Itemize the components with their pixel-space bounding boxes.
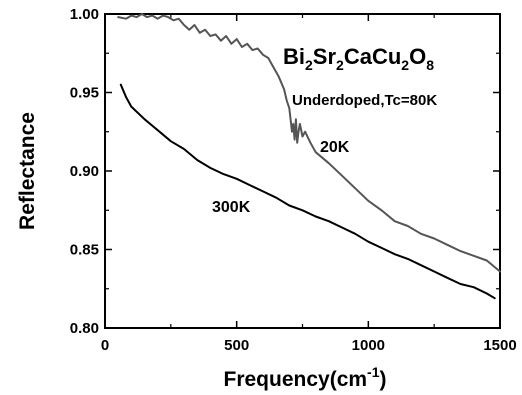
y-tick-label: 0.95 — [70, 85, 99, 102]
series-line-300k — [119, 83, 496, 300]
compound-sub-cacu: 2 — [401, 57, 409, 73]
series-layer — [117, 13, 501, 300]
x-axis-title: Frequency(cm-1) — [224, 364, 387, 391]
y-tick-label: 0.80 — [70, 320, 99, 337]
label-20k: 20K — [320, 139, 350, 156]
compound-sub-bi: 2 — [305, 57, 313, 73]
axis-tick-labels: 0 500 1000 1500 0.80 0.85 0.90 0.95 1.00 — [70, 6, 517, 354]
compound-formula: Bi2Sr2CaCu2O8 — [283, 44, 434, 73]
x-axis-title-superscript: -1 — [367, 364, 380, 380]
y-tick-label: 0.85 — [70, 242, 99, 259]
x-tick-label: 500 — [224, 337, 249, 354]
compound-sub-o: 8 — [426, 57, 434, 73]
series-line-20k — [117, 13, 501, 273]
compound-part-sr: Sr — [313, 44, 337, 69]
y-tick-label: 1.00 — [70, 6, 99, 23]
x-tick-label: 0 — [101, 337, 109, 354]
axis-ticks — [104, 13, 501, 329]
x-tick-label: 1500 — [483, 337, 516, 354]
doping-annotation: Underdoped,Tc=80K — [292, 92, 437, 109]
x-axis-title-close: ) — [380, 368, 387, 391]
compound-sub-sr: 2 — [336, 57, 344, 73]
y-tick-label: 0.90 — [70, 163, 99, 180]
compound-part-o: O — [409, 44, 426, 69]
compound-part-cacu: CaCu — [344, 44, 401, 69]
x-axis-title-main: Frequency(cm — [224, 368, 368, 391]
x-tick-label: 1000 — [352, 337, 385, 354]
label-300k: 300K — [212, 199, 251, 216]
y-axis-title: Reflectance — [16, 112, 39, 230]
compound-part-bi: Bi — [283, 44, 305, 69]
